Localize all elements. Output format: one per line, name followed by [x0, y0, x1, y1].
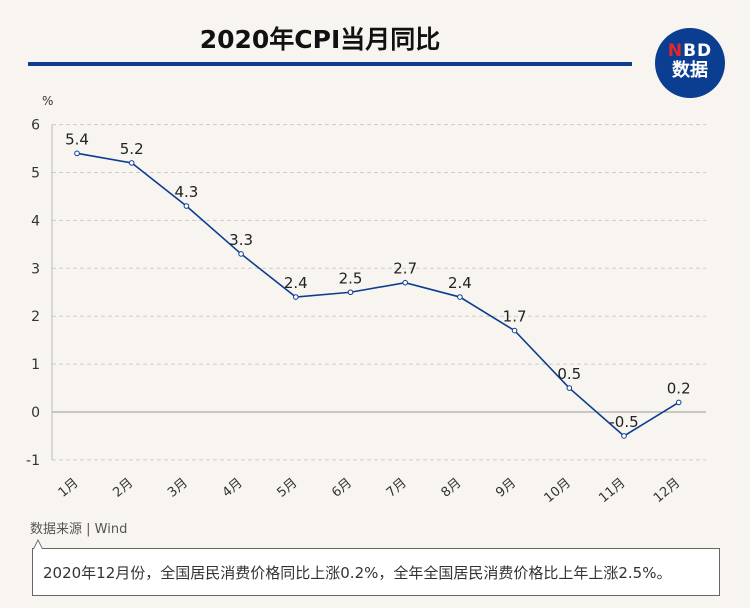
- x-tick-label: 6月: [329, 476, 355, 501]
- x-tick-label: 1月: [56, 476, 82, 501]
- x-tick-label: 4月: [220, 476, 246, 501]
- y-tick-label: 1: [31, 357, 40, 373]
- x-tick-label: 11月: [596, 476, 628, 506]
- data-point: [675, 399, 682, 406]
- y-tick-label: 5: [31, 166, 40, 182]
- data-point: [566, 385, 573, 391]
- x-tick-label: 5月: [274, 476, 300, 501]
- data-label: 0.5: [557, 365, 581, 383]
- data-point: [402, 279, 409, 286]
- nbd-logo: NBD 数据: [655, 28, 725, 98]
- data-source: 数据来源 | Wind: [30, 522, 128, 537]
- data-point: [511, 327, 518, 334]
- data-label: 0.2: [667, 379, 691, 397]
- y-tick-label: 6: [31, 118, 40, 134]
- data-point: [621, 433, 627, 439]
- data-label: 2.4: [448, 274, 472, 292]
- data-label: 2.5: [339, 269, 363, 287]
- x-tick-label: 8月: [439, 476, 465, 501]
- data-point: [74, 150, 80, 157]
- x-tick-label: 12月: [651, 476, 683, 506]
- series-line: [76, 152, 680, 437]
- data-label: 4.3: [174, 183, 198, 201]
- callout-note: 2020年12月份，全国居民消费价格同比上涨0.2%，全年全国居民消费价格比上年…: [32, 548, 720, 596]
- y-tick-label: -1: [26, 453, 40, 469]
- data-label: 1.7: [503, 308, 527, 326]
- y-tick-label: 3: [31, 261, 40, 277]
- y-axis-unit: %: [42, 94, 54, 108]
- x-tick-label: 10月: [542, 476, 574, 506]
- data-label: -0.5: [609, 413, 638, 431]
- title-rule: [28, 62, 632, 66]
- data-point: [183, 203, 190, 209]
- data-label: 5.2: [120, 140, 144, 158]
- x-tick-label: 3月: [165, 476, 191, 501]
- x-tick-label: 9月: [493, 476, 519, 501]
- y-tick-label: 0: [31, 405, 40, 421]
- data-point: [347, 289, 354, 296]
- data-point: [457, 294, 463, 300]
- data-label: 2.4: [284, 274, 308, 292]
- x-tick-label: 7月: [384, 476, 410, 501]
- data-label: 2.7: [393, 260, 417, 278]
- data-point: [293, 294, 299, 300]
- y-tick-label: 4: [31, 213, 40, 229]
- data-label: 5.4: [65, 130, 89, 148]
- y-tick-label: 2: [31, 309, 40, 325]
- data-point: [128, 160, 135, 166]
- chart-title: 2020年CPI当月同比: [199, 25, 441, 54]
- x-tick-label: 2月: [110, 476, 136, 501]
- data-label: 3.3: [229, 231, 253, 249]
- data-point: [238, 251, 244, 257]
